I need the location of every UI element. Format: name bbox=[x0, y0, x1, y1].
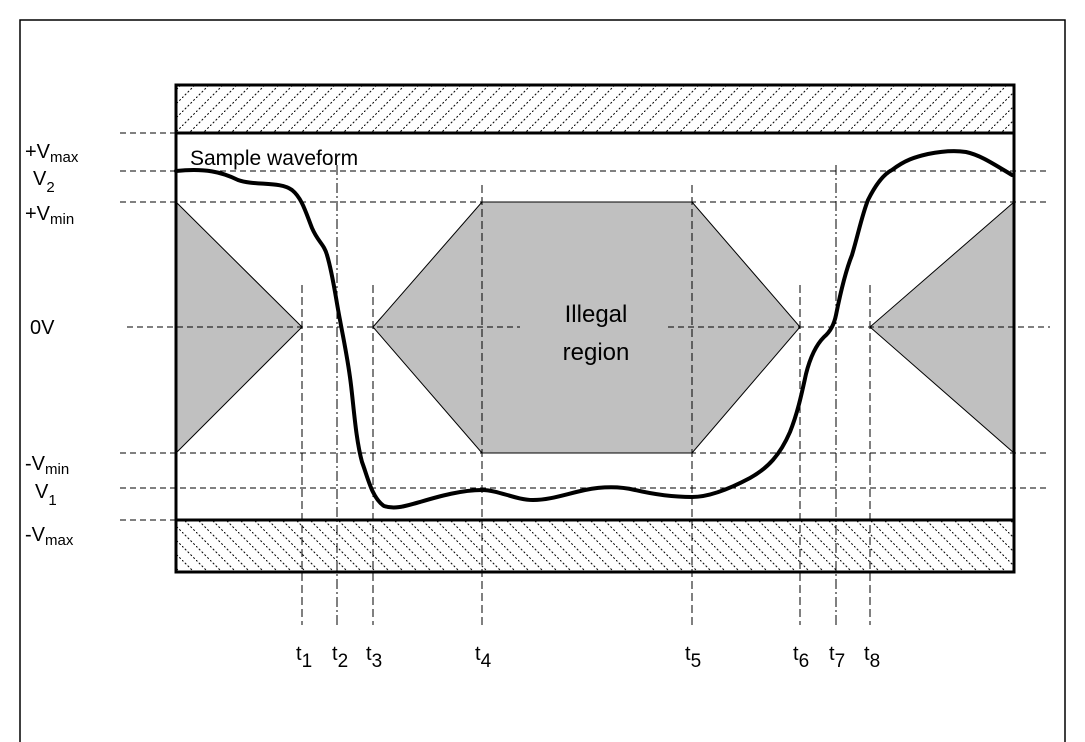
plot-box bbox=[174, 83, 1016, 574]
outer-border bbox=[19, 19, 1066, 742]
lower-hatched-band bbox=[176, 520, 1014, 572]
label-v1: V1 bbox=[35, 481, 57, 509]
illegal-region-label-line1: Illegal bbox=[565, 301, 628, 328]
time-label-t8: t8 bbox=[864, 643, 880, 672]
sample-waveform-curve bbox=[174, 149, 1014, 510]
label-zero-volt: 0V bbox=[30, 317, 55, 339]
illegal-region-label-line2: region bbox=[563, 339, 630, 366]
time-label-t1: t1 bbox=[296, 643, 312, 672]
label-vmax-pos: +Vmax bbox=[25, 141, 79, 166]
time-label-t5: t5 bbox=[685, 643, 701, 672]
time-label-t6: t6 bbox=[793, 643, 809, 672]
label-vmax-neg: -Vmax bbox=[25, 524, 74, 549]
upper-hatched-band bbox=[176, 85, 1014, 133]
label-vmin-neg: -Vmin bbox=[25, 453, 69, 478]
waveform-label: Sample waveform bbox=[190, 147, 358, 170]
label-v2: V2 bbox=[33, 168, 55, 196]
time-label-t4: t4 bbox=[475, 643, 492, 672]
time-label-t2: t2 bbox=[332, 643, 348, 672]
time-label-t7: t7 bbox=[829, 643, 845, 672]
label-vmin-pos: +Vmin bbox=[25, 203, 74, 228]
time-label-t3: t3 bbox=[366, 643, 382, 672]
